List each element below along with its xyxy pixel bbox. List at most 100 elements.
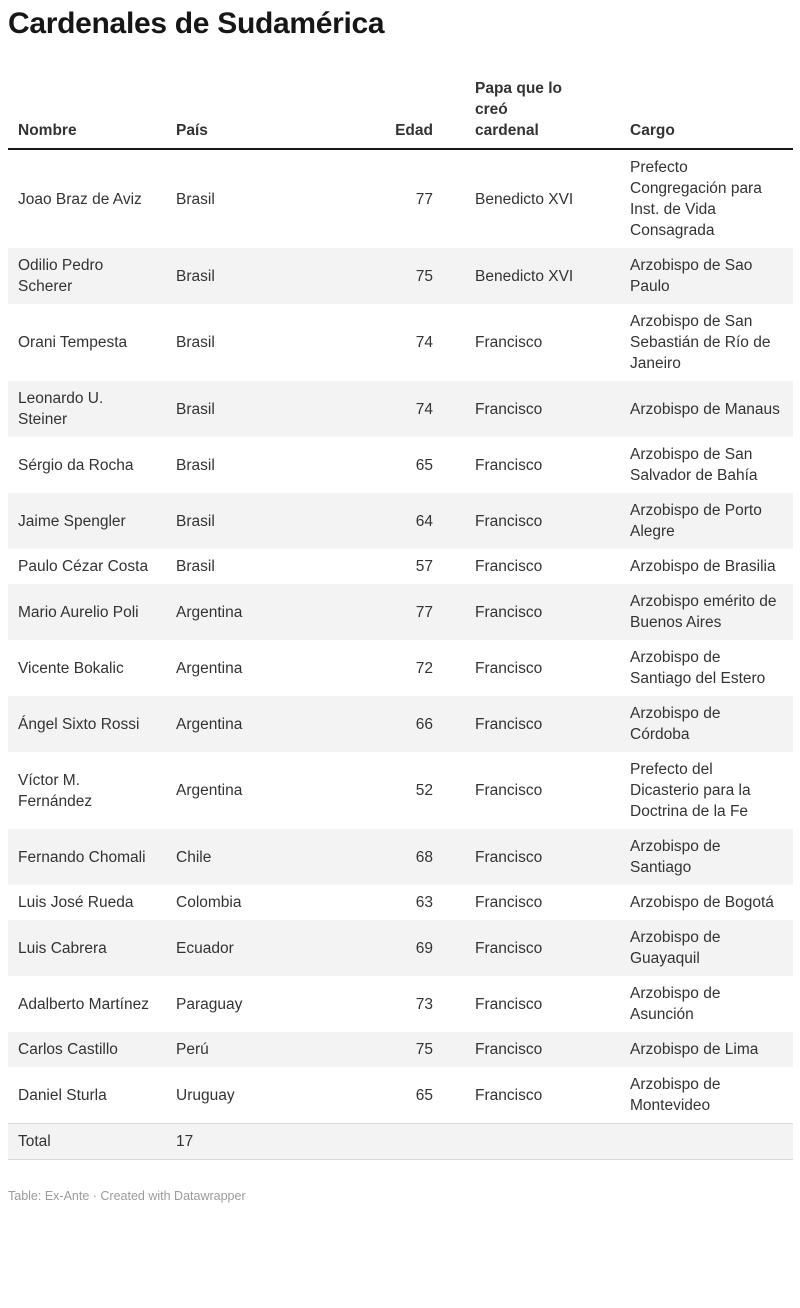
cell-edad: 74 — [415, 334, 433, 351]
table-row: Fernando Chomali Chile 68 Francisco Arzobisp… — [8, 829, 793, 885]
cell-papa: Francisco — [475, 782, 543, 799]
col-header-pais: País — [166, 71, 313, 150]
table-foot: Total 17 — [8, 1123, 793, 1160]
cell-nombre: Joao Braz de Aviz — [18, 190, 142, 208]
cell-nombre: Mario Aurelio Poli — [8, 584, 166, 640]
total-empty-cell — [465, 1123, 620, 1160]
cell-nombre: Paulo Cézar Costa — [18, 558, 149, 575]
cell-cargo: Prefecto Congregación para Inst. de Vida… — [630, 159, 762, 239]
cell-edad: 75 — [313, 1032, 465, 1067]
cell-pais: Brasil — [166, 493, 313, 549]
cell-papa: Benedicto XVI — [465, 248, 620, 304]
table-row: Orani Tempesta Brasil 74 Francisco Arzobispo… — [8, 304, 793, 381]
cell-pais: Colombia — [176, 894, 242, 911]
cell-edad: 63 — [415, 894, 433, 911]
cell-cargo: Arzobispo de Brasilia — [630, 558, 776, 575]
total-empty-cell — [313, 1123, 465, 1160]
table-row: Joao Braz de Aviz Brasil 77 Benedicto XVI Pr… — [8, 149, 793, 248]
cell-nombre: Víctor M. Fernández — [18, 771, 93, 810]
cardinals-table: Nombre País Edad Papa que lo creó carden… — [8, 71, 793, 1160]
table-row: Paulo Cézar Costa Brasil 57 Francisco Arzobi… — [8, 549, 793, 584]
table-row: Luis José Rueda Colombia 63 Francisco Arzobi… — [8, 885, 793, 920]
cell-cargo: Arzobispo de Asunción — [630, 985, 721, 1023]
cell-nombre: Fernando Chomali — [8, 829, 166, 885]
cell-nombre: Orani Tempesta — [18, 334, 128, 351]
cell-cargo: Arzobispo de Manaus — [620, 381, 793, 437]
cell-cargo: Arzobispo de San Sebastián de Río de Jan… — [630, 313, 771, 372]
cell-edad: 68 — [313, 829, 465, 885]
cell-pais: Uruguay — [176, 1086, 235, 1104]
total-row: Total 17 — [8, 1123, 793, 1160]
cell-papa: Francisco — [475, 558, 543, 575]
cell-pais: Brasil — [176, 558, 215, 575]
col-header-edad: Edad — [313, 71, 465, 150]
table-row: Mario Aurelio Poli Argentina 77 Francisco Ar… — [8, 584, 793, 640]
table-row: Jaime Spengler Brasil 64 Francisco Arzobispo… — [8, 493, 793, 549]
cell-papa: Francisco — [475, 995, 543, 1013]
cell-edad: 65 — [415, 1086, 433, 1104]
cell-nombre: Luis Cabrera — [8, 920, 166, 976]
cell-papa: Francisco — [465, 584, 620, 640]
cell-edad: 74 — [313, 381, 465, 437]
cell-papa: Francisco — [465, 829, 620, 885]
cell-cargo: Arzobispo de Montevideo — [630, 1076, 721, 1114]
cell-edad: 77 — [313, 584, 465, 640]
cell-edad: 73 — [415, 995, 433, 1013]
cell-cargo: Arzobispo de Sao Paulo — [620, 248, 793, 304]
cell-papa: Francisco — [475, 659, 543, 677]
cell-nombre: Daniel Sturla — [18, 1086, 107, 1104]
cell-nombre: Odilio Pedro Scherer — [8, 248, 166, 304]
page-title: Cardenales de Sudamérica — [8, 7, 385, 40]
cell-edad: 52 — [415, 782, 433, 799]
cell-nombre: Carlos Castillo — [8, 1032, 166, 1067]
table-row: Carlos Castillo Perú 75 Francisco Arzobispo … — [8, 1032, 793, 1067]
table-row: Ángel Sixto Rossi Argentina 66 Francisco Arz… — [8, 696, 793, 752]
cell-papa: Francisco — [465, 920, 620, 976]
cell-cargo: Arzobispo de Córdoba — [620, 696, 793, 752]
cell-nombre: Leonardo U. Steiner — [8, 381, 166, 437]
cell-nombre: Jaime Spengler — [8, 493, 166, 549]
table-row: Leonardo U. Steiner Brasil 74 Francisco Arzo… — [8, 381, 793, 437]
cell-papa: Francisco — [465, 1032, 620, 1067]
cell-pais: Argentina — [166, 584, 313, 640]
cell-cargo: Prefecto del Dicasterio para la Doctrina… — [630, 761, 751, 820]
cell-pais: Brasil — [166, 381, 313, 437]
cell-edad: 77 — [415, 190, 433, 208]
cell-cargo: Arzobispo de San Salvador de Bahía — [630, 446, 758, 484]
table-row: Sérgio da Rocha Brasil 65 Francisco Arzobisp… — [8, 437, 793, 493]
cell-pais: Ecuador — [166, 920, 313, 976]
header-row: Nombre País Edad Papa que lo creó carden… — [8, 71, 793, 150]
cell-edad: 75 — [313, 248, 465, 304]
cell-papa: Francisco — [475, 334, 543, 351]
cell-cargo: Arzobispo de Santiago — [620, 829, 793, 885]
cell-edad: 72 — [415, 659, 433, 677]
cell-papa: Francisco — [475, 456, 543, 474]
cell-cargo: Arzobispo de Lima — [620, 1032, 793, 1067]
datawrapper-table-page: Cardenales de Sudamérica Nombre País Eda… — [8, 7, 793, 1203]
cell-pais: Paraguay — [176, 995, 243, 1013]
total-label-cell: Total — [8, 1123, 166, 1160]
cell-nombre: Sérgio da Rocha — [18, 456, 134, 474]
table-row: Luis Cabrera Ecuador 69 Francisco Arzobispo … — [8, 920, 793, 976]
cell-pais: Argentina — [176, 782, 243, 799]
cell-edad: 66 — [313, 696, 465, 752]
cell-papa: Francisco — [465, 696, 620, 752]
cell-cargo: Arzobispo de Porto Alegre — [620, 493, 793, 549]
cell-nombre: Adalberto Martínez — [18, 995, 149, 1013]
cell-edad: 64 — [313, 493, 465, 549]
cell-edad: 69 — [313, 920, 465, 976]
cell-papa: Francisco — [475, 1086, 543, 1104]
cell-pais: Brasil — [176, 456, 215, 474]
table-header: Nombre País Edad Papa que lo creó carden… — [8, 71, 793, 150]
table-row: Vicente Bokalic Argentina 72 Francisco Arzob… — [8, 640, 793, 696]
cell-papa: Francisco — [465, 381, 620, 437]
cell-papa: Benedicto XVI — [475, 190, 574, 208]
cell-cargo: Arzobispo de Guayaquil — [620, 920, 793, 976]
cell-edad: 57 — [415, 558, 433, 575]
table-row: Odilio Pedro Scherer Brasil 75 Benedicto XV… — [8, 248, 793, 304]
cell-nombre: Ángel Sixto Rossi — [8, 696, 166, 752]
cell-pais: Brasil — [176, 190, 215, 208]
cell-pais: Brasil — [176, 334, 215, 351]
cell-pais: Argentina — [166, 696, 313, 752]
cell-papa: Francisco — [465, 493, 620, 549]
